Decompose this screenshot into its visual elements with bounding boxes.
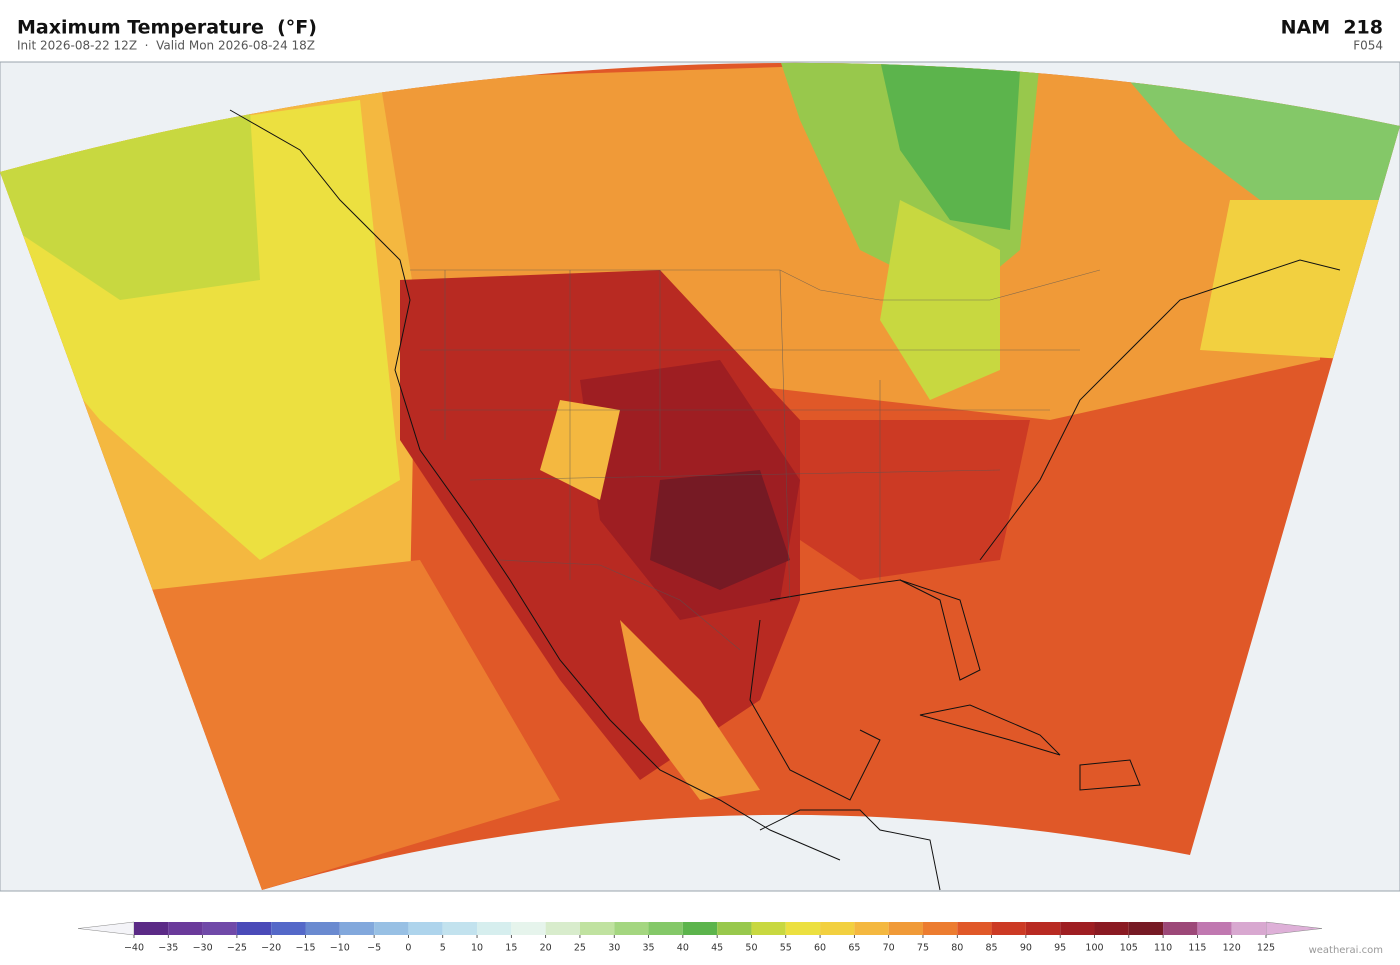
colorbar-tick-label: 20 [540,943,552,954]
colorbar-box [717,922,752,935]
watermark: weatherai.com [1309,945,1383,956]
subtitle: Init 2026-08-22 12Z · Valid Mon 2026-08-… [17,39,315,53]
colorbar-box [1094,922,1129,935]
colorbar-box [957,922,992,935]
colorbar-tick-label: 90 [1020,943,1032,954]
colorbar-box [888,922,923,935]
colorbar-box [1197,922,1232,935]
colorbar-box [168,922,203,935]
colorbar-tick-label: 105 [1120,943,1138,954]
colorbar-box [511,922,546,935]
colorbar-tick-label: −40 [124,943,144,954]
colorbar-box [991,922,1026,935]
model-name: NAM 218 [1281,17,1383,39]
colorbar-box [202,922,237,935]
colorbar-tick-label: 0 [405,943,411,954]
colorbar-tick-label: −25 [227,943,247,954]
colorbar-tick-label: −15 [295,943,315,954]
coastlines [229,109,1341,891]
colorbar-tick-label: 50 [745,943,757,954]
borders [410,269,1101,651]
colorbar-tick-label: 125 [1257,943,1275,954]
colorbar-box [1163,922,1198,935]
colorbar-box [648,922,683,935]
colorbar-box [408,922,443,935]
colorbar-box [751,922,786,935]
colorbar-tick-label: 40 [677,943,689,954]
colorbar-tick-label: 120 [1223,943,1241,954]
colorbar-box [614,922,649,935]
colorbar-box [545,922,580,935]
colorbar-tick-label: 45 [711,943,723,954]
colorbar-box [1060,922,1095,935]
forecast-hour: F054 [1353,39,1383,53]
colorbar-tick-label: 70 [883,943,895,954]
colorbar-tick-label: 80 [951,943,963,954]
colorbar-box [785,922,821,935]
title: Maximum Temperature (°F) [17,17,317,39]
colorbar-tick-label: 25 [574,943,586,954]
colorbar-tick-label: −30 [193,943,213,954]
colorbar-tick-label: 85 [986,943,998,954]
colorbar-box [477,922,512,935]
colorbar-tick-label: 75 [917,943,929,954]
colorbar-box [442,922,478,935]
colorbar-box [134,922,169,935]
colorbar-tick-label: 10 [471,943,483,954]
colorbar-box [820,922,855,935]
colorbar: −40 −35 −30 −25 −20 −15 −10 −5 0 5 10 15 20 25 30 35 40 4… [77,921,1323,954]
colorbar-tick-label: 15 [505,943,517,954]
colorbar-box [271,922,306,935]
colorbar-box [682,922,718,935]
colorbar-under [77,921,135,936]
colorbar-tick-label: −20 [261,943,281,954]
colorbar-tick-label: 95 [1054,943,1066,954]
colorbar-tick-label: 115 [1188,943,1206,954]
colorbar-tick-label: 65 [848,943,860,954]
colorbar-box [1025,922,1061,935]
colorbar-box [236,922,272,935]
colorbar-box [1128,922,1164,935]
colorbar-tick-label: 5 [440,943,446,954]
colorbar-box [305,922,340,935]
colorbar-tick-label: −10 [330,943,350,954]
colorbar-box [922,922,958,935]
colorbar-tick-label: −35 [158,943,178,954]
colorbar-tick-label: 55 [780,943,792,954]
colorbar-tick-label: 110 [1154,943,1172,954]
colorbar-tick-label: 30 [608,943,620,954]
colorbar-tick-label: 60 [814,943,826,954]
colorbar-tick-label: −5 [367,943,381,954]
colorbar-tick-label: 100 [1085,943,1103,954]
colorbar-box [1231,922,1266,935]
colorbar-box [579,922,615,935]
colorbar-box [339,922,375,935]
colorbar-box [854,922,889,935]
colorbar-box [374,922,409,935]
colorbar-tick-label: 35 [642,943,654,954]
colorbar-over [1265,921,1323,936]
